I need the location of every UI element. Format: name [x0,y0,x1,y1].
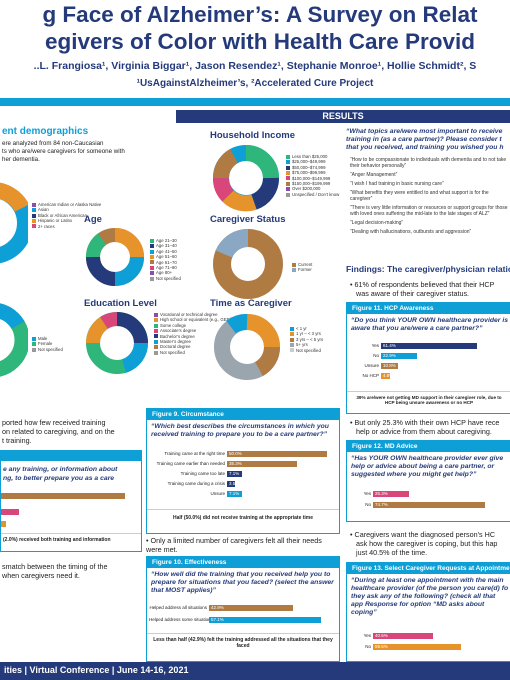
age-legend: Age 21–30 Age 31–40 Age 41–50 Age 51–60 … [150,238,181,281]
figure-9-question: “Which best describes the circumstances … [151,423,329,438]
poster-title-line2: egivers of Color with Health Care Provid [44,29,476,54]
gender-legend: Male Female Not specified [32,336,63,352]
findings-bullet-1b: was aware of their caregiver status. [356,289,470,298]
findings-bullet-3a: • Caregivers want the diagnosed person’s… [350,530,496,539]
mid-bullet: • Only a limited number of caregivers fe… [146,536,322,554]
figure-10-question: “How well did the training that you rece… [151,571,334,594]
time-legend: < 1 yr 1 yr – < 3 yrs 3 yrs – < 5 yrs 5+… [290,326,323,353]
income-title: Household Income [210,130,295,141]
demographics-text-3: her dementia. [2,156,40,163]
findings-bullet-3c: just 40.5% of the time. [356,548,428,557]
quote-item: “How to be compassionate to individuals … [350,157,507,169]
figure-12: Figure 12. MD Advice “Has YOUR OWN healt… [346,440,510,522]
training-question-2: ng, to better prepare you as a care [3,475,115,482]
figure-9: Figure 9. Circumstance “Which best descr… [146,408,340,534]
quote-item: “Dealing with hallucinations, outbursts … [350,229,472,235]
figure-10: Figure 10. Effectiveness “How well did t… [146,556,340,662]
demographics-text-2: ts who are/were caregivers for someone w… [2,148,125,155]
demographics-title: ent demographics [2,126,89,137]
race-legend: American Indian or Alaska Native Asian B… [32,202,101,229]
quote-list: “How to be compassionate to individuals … [350,157,510,238]
training-text-2: on related to caregiving, and on the [2,427,115,436]
footer-bar [0,662,510,680]
figure-10-head: Figure 10. Effectiveness [147,557,339,568]
age-donut [86,228,144,286]
quote-item: “There is very little information or res… [350,205,508,217]
mismatch-text-1: smatch between the timing of the [2,562,108,571]
poster-title-line1: g Face of Alzheimer’s: A Survey on Relat [42,2,478,27]
income-legend: Less than $25,000 $25,000–$49,999 $50,00… [286,154,339,197]
education-donut [86,312,149,374]
race-donut [0,182,28,264]
age-title: Age [84,214,102,225]
training-text-1: ported how few received training [2,418,106,427]
figure-13-head: Figure 13. Select Caregiver Requests at … [347,563,510,574]
figure-11-head: Figure 11. HCP Awareness [347,303,510,314]
findings-bullet-2a: • But only 25.3% with their own HCP have… [350,418,500,427]
education-legend: Vocational or technical degree High scho… [154,312,231,355]
topics-question-2: training in (as a care partner)? Please … [346,136,502,143]
figure-10-note: Less than half (42.9%) felt the training… [153,637,333,649]
figure-11: Figure 11. HCP Awareness “Do you think Y… [346,302,510,414]
authors: ..L. Frangiosa¹, Virginia Biggar¹, Jason… [33,60,477,72]
quote-item: “Anger Management” [350,172,398,178]
training-question-1: e any training, or information about [3,466,118,473]
header-band [0,98,510,106]
mismatch-text-2: when caregivers need it. [2,571,80,580]
footer-text: ities | Virtual Conference | June 14-16,… [4,665,189,675]
gender-donut [0,303,28,377]
training-bar-3 [1,521,6,527]
figure-13-question: “During at least one appointment with th… [351,577,509,616]
findings-bullet-1a: • 61% of respondents believed that their… [350,280,495,289]
training-figure: e any training, or information about ng,… [0,450,142,552]
time-title: Time as Caregiver [210,298,292,309]
figure-11-note: 39% are/were not getting MD support in t… [356,395,502,405]
status-title: Caregiver Status [210,214,286,225]
figure-12-question: “Has YOUR OWN healthcare provider ever g… [351,455,504,478]
training-text-3: t training. [2,436,32,445]
income-donut [212,145,279,212]
topics-question-1: “What topics are/were most important to … [346,128,503,135]
quote-item: “Legal decision-making” [350,220,404,226]
education-title: Education Level [84,298,157,309]
quote-item: “What benefits they were entitled to and… [350,190,489,202]
findings-bullet-3b: ask how the caregiver is coping, but thi… [356,539,498,548]
training-figure-head [1,451,141,461]
training-bar-1 [1,493,125,499]
time-donut [214,314,281,380]
quote-item: “I wish I had training in basic nursing … [350,181,444,187]
demographics-text-1: ere analyzed from 84 non-Caucasian [2,140,104,147]
affiliations: ¹UsAgainstAlzheimer’s, ²Accelerated Cure… [136,78,374,89]
findings-bullet-2b: help or advice from them about caregivin… [356,427,492,436]
figure-9-note: Half (50.0%) did not receive training at… [172,515,314,521]
status-donut [213,229,283,299]
figure-9-head: Figure 9. Circumstance [147,409,339,420]
figure-12-head: Figure 12. MD Advice [347,441,510,452]
training-bar-2 [1,509,19,515]
training-note: (2.0%) received both training and inform… [3,537,111,543]
figure-11-question: “Do you think YOUR OWN healthcare provid… [351,317,508,332]
findings-title: Findings: The caregiver/physician relati… [346,264,510,274]
results-bar: RESULTS [176,110,510,123]
topics-question-3: that you received, and training you wish… [346,144,504,151]
figure-13: Figure 13. Select Caregiver Requests at … [346,562,510,662]
status-legend: Current Former [292,262,312,273]
